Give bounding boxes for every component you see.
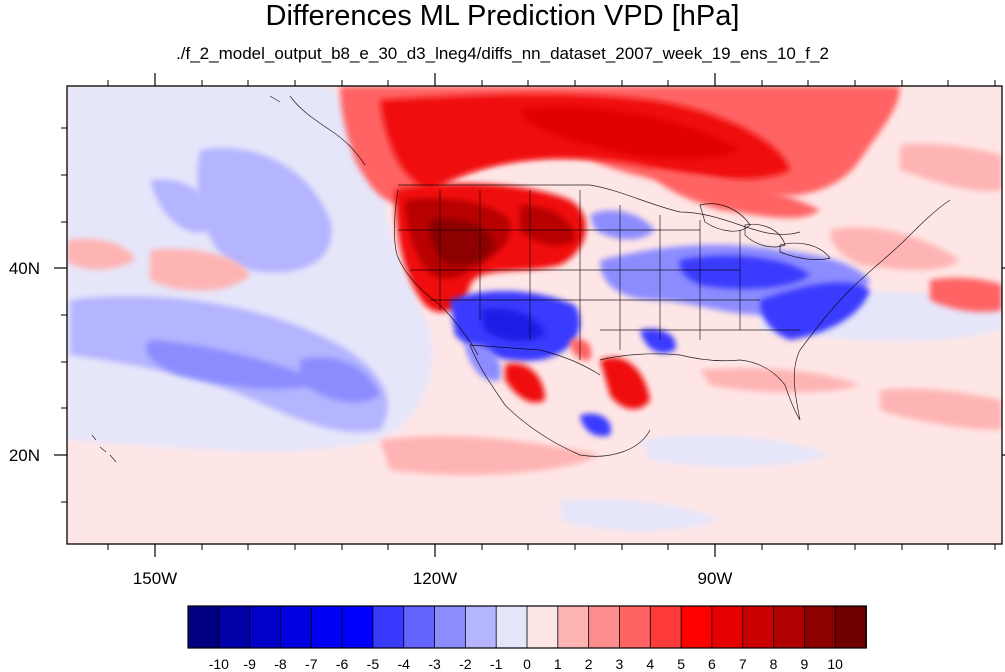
- field-patch: [600, 357, 650, 410]
- colorbar-swatch: [464, 605, 498, 649]
- field-patch: [880, 388, 1002, 430]
- field-patch: [520, 107, 740, 160]
- colorbar-swatch: [526, 605, 559, 649]
- colorbar-swatch: [834, 605, 867, 649]
- colorbar-swatch: [495, 605, 528, 649]
- chart-title: Differences ML Prediction VPD [hPa]: [265, 0, 740, 32]
- field-patch: [679, 255, 810, 289]
- x-tick-label-120w: 120W: [413, 569, 457, 588]
- colorbar-label: -2: [459, 656, 472, 672]
- colorbar-label: -9: [243, 656, 256, 672]
- colorbar-swatch: [557, 605, 590, 649]
- x-tick-label-90w: 90W: [698, 569, 733, 588]
- colorbar-label: -6: [336, 656, 349, 672]
- field-patch: [300, 357, 380, 403]
- colorbar-swatch: [341, 605, 374, 649]
- field-patch: [900, 143, 1002, 191]
- field-patch: [640, 435, 830, 467]
- colorbar-label: 3: [616, 656, 624, 672]
- field-patch: [640, 328, 676, 354]
- field-patch: [520, 205, 575, 246]
- colorbar-label: 1: [554, 656, 562, 672]
- colorbar-label: 8: [770, 656, 778, 672]
- colorbar-swatch: [218, 605, 251, 649]
- colorbar-label: 2: [585, 656, 593, 672]
- field-patch: [700, 368, 860, 393]
- field-patch: [150, 248, 250, 291]
- field-patch: [650, 170, 820, 218]
- colorbar-label: -8: [274, 656, 287, 672]
- y-tick-label-20n: 20N: [9, 446, 40, 465]
- field-patch: [830, 227, 960, 270]
- colorbar-swatch: [773, 605, 806, 649]
- chart-subtitle: ./f_2_model_output_b8_e_30_d3_lneg4/diff…: [176, 44, 829, 63]
- colorbar-label: -3: [428, 656, 441, 672]
- field-patch: [429, 218, 495, 266]
- colorbar-label: 0: [523, 656, 531, 672]
- boundary-line: [793, 199, 951, 421]
- field-patch: [560, 498, 720, 532]
- map-ticks: [54, 73, 1005, 557]
- field-patch: [590, 210, 655, 240]
- colorbar-label: -10: [209, 656, 229, 672]
- boundary-line: [699, 203, 751, 232]
- colorbar-label: 5: [677, 656, 685, 672]
- boundary-line: [394, 189, 479, 356]
- colorbar-label: 6: [708, 656, 716, 672]
- field-patch: [505, 363, 545, 403]
- colorbar-label: 9: [800, 656, 808, 672]
- colorbar-swatch: [403, 605, 436, 649]
- colorbar-swatch: [280, 605, 313, 649]
- boundary-line: [469, 344, 506, 406]
- boundary-line: [109, 454, 117, 463]
- field-patch: [197, 148, 332, 273]
- boundary-line: [398, 184, 801, 235]
- colorbar-swatch: [619, 605, 652, 649]
- field-patch: [67, 238, 135, 270]
- colorbar-swatch: [249, 605, 282, 649]
- boundary-line: [269, 95, 281, 103]
- colorbar-label: 4: [646, 656, 654, 672]
- boundary-line: [599, 353, 801, 421]
- colorbar-label: -7: [305, 656, 318, 672]
- boundary-line: [504, 404, 651, 457]
- field-patch: [380, 435, 600, 475]
- colorbar-swatch: [803, 605, 837, 649]
- colorbar-swatch: [588, 605, 621, 649]
- boundary-line: [289, 95, 366, 166]
- colorbar-swatch: [649, 605, 682, 649]
- field-patch: [930, 277, 1002, 312]
- colorbar-frame: [187, 605, 867, 649]
- field-patch: [480, 308, 545, 342]
- colorbar-swatch: [310, 605, 343, 649]
- map-field: [67, 86, 1002, 544]
- colorbar-label: -4: [398, 656, 411, 672]
- colorbar: -10 -9 -8 -7 -6 -5 -4 -3 -2 -1 0 1 2 3 4 5 6 7 8 9 10: [187, 605, 867, 672]
- boundary-line: [99, 446, 107, 453]
- colorbar-label: -5: [367, 656, 380, 672]
- colorbar-swatch: [372, 605, 405, 649]
- x-tick-label-150w: 150W: [133, 569, 177, 588]
- colorbar-swatch: [680, 605, 713, 649]
- colorbar-label: -1: [490, 656, 503, 672]
- colorbar-swatch: [187, 605, 220, 649]
- boundary-line: [469, 344, 601, 376]
- colorbar-swatch: [711, 605, 744, 649]
- colorbar-swatch: [434, 605, 467, 649]
- boundary-line: [91, 434, 97, 441]
- coastlines-and-borders: [91, 95, 951, 463]
- colorbar-label: 7: [739, 656, 747, 672]
- field-patch: [580, 413, 611, 437]
- colorbar-swatch: [742, 605, 775, 649]
- field-patch: [760, 282, 870, 340]
- boundary-line: [779, 242, 831, 260]
- boundary-line: [744, 223, 786, 248]
- field-patch: [570, 338, 592, 361]
- field-patch: [150, 179, 212, 233]
- field-patch: [146, 340, 320, 390]
- y-tick-label-40n: 40N: [9, 259, 40, 278]
- colorbar-label: 10: [827, 656, 843, 672]
